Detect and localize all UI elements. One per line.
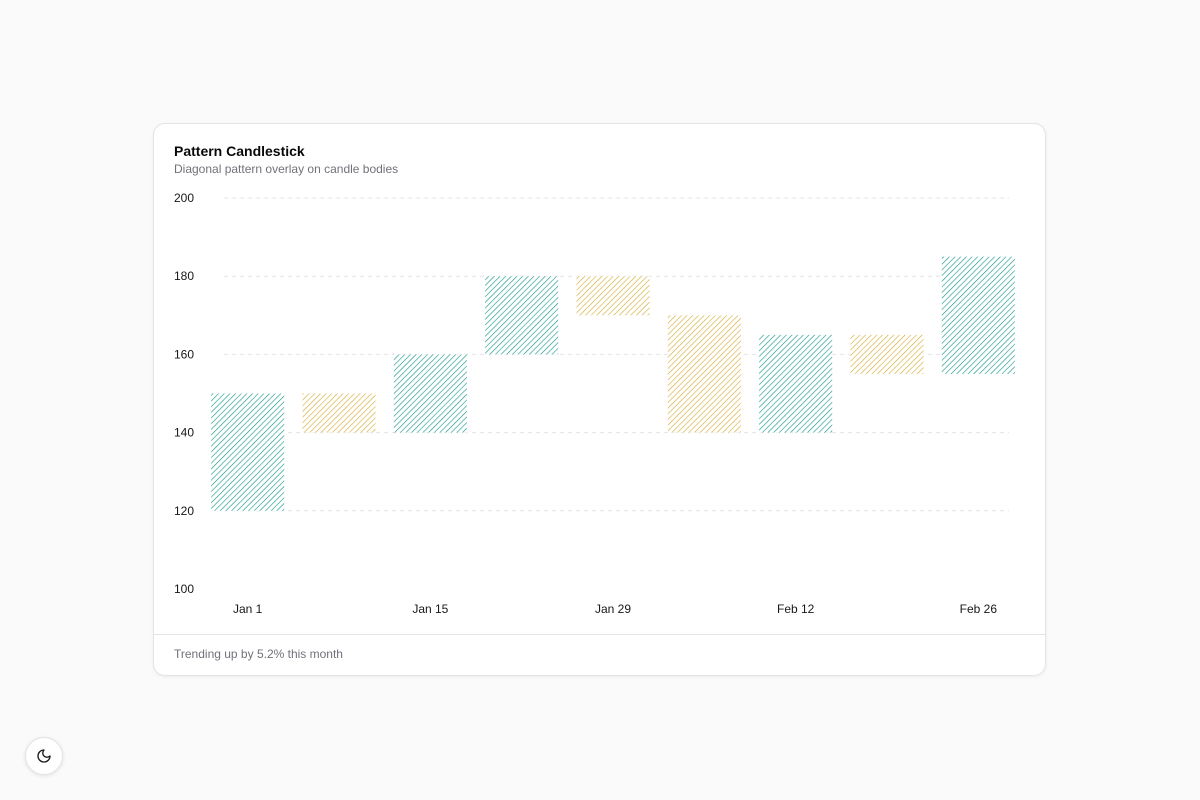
candle-down <box>302 393 376 433</box>
candle-up <box>759 334 833 433</box>
y-tick-label: 180 <box>174 269 194 283</box>
x-tick-label: Jan 29 <box>595 602 631 616</box>
x-tick-label: Feb 12 <box>777 602 815 616</box>
x-tick-label: Jan 1 <box>233 602 263 616</box>
trend-summary: Trending up by 5.2% this month <box>174 647 343 661</box>
candle-up <box>941 256 1015 374</box>
candle-up <box>393 354 467 433</box>
candle-up <box>485 276 559 355</box>
y-tick-label: 140 <box>174 426 194 440</box>
candle-up <box>211 393 285 511</box>
chart-card: Pattern Candlestick Diagonal pattern ove… <box>153 123 1046 676</box>
card-footer: Trending up by 5.2% this month <box>154 634 1045 675</box>
candlestick-chart: 100 120 140 160 180 200 Jan 1 Jan 15 Jan 29 Feb … <box>174 191 1015 616</box>
y-tick-label: 200 <box>174 191 194 205</box>
chart-subtitle: Diagonal pattern overlay on candle bodie… <box>174 162 399 176</box>
candle-down <box>667 315 741 433</box>
x-tick-label: Jan 15 <box>412 602 448 616</box>
candle-bodies <box>211 256 1015 511</box>
y-axis-ticks: 100 120 140 160 180 200 <box>174 191 194 596</box>
candle-down <box>576 276 650 316</box>
theme-toggle-button[interactable] <box>25 737 63 775</box>
x-axis-ticks: Jan 1 Jan 15 Jan 29 Feb 12 Feb 26 <box>233 602 997 616</box>
candle-down <box>850 334 924 374</box>
y-tick-label: 160 <box>174 347 194 361</box>
y-tick-label: 100 <box>174 582 194 596</box>
x-tick-label: Feb 26 <box>960 602 998 616</box>
moon-icon <box>37 749 51 763</box>
chart-title: Pattern Candlestick <box>174 143 305 159</box>
y-tick-label: 120 <box>174 504 194 518</box>
